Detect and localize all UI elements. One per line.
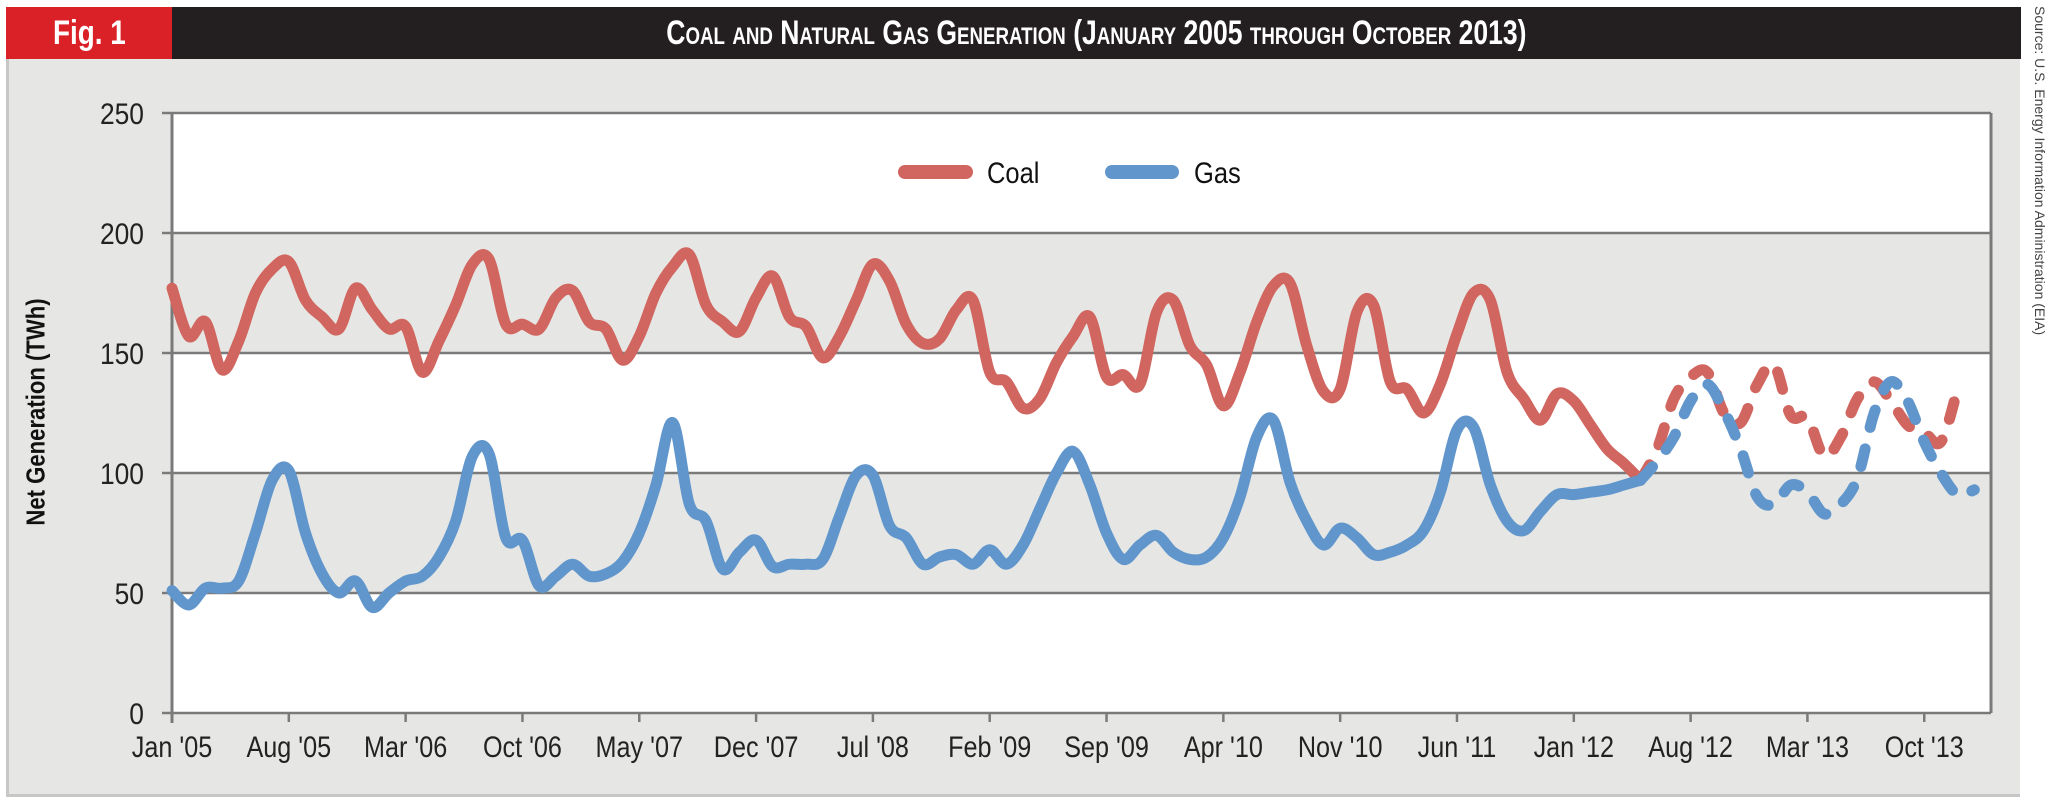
series-lines: [166, 247, 1980, 614]
coal-series-line: [166, 247, 1647, 486]
x-tick-label: Jun '11: [1418, 730, 1497, 764]
x-tick-label: Mar '13: [1766, 730, 1849, 764]
y-tick-label: 100: [100, 456, 144, 490]
x-tick-label: Jan '12: [1534, 730, 1614, 764]
legend: Coal Gas: [898, 156, 1241, 189]
x-tick-label: Apr '10: [1184, 730, 1263, 764]
plot-bands: [172, 113, 1991, 713]
y-tick-labels: 0 50 100 150 200 250: [100, 96, 144, 730]
gas-series-line: [166, 412, 1647, 614]
y-tick-label: 150: [100, 336, 144, 370]
plot-band: [172, 113, 1991, 233]
axes: [170, 113, 1993, 723]
x-tick-label: Oct '06: [483, 730, 562, 764]
x-tick-label: Sep '09: [1064, 730, 1149, 764]
figure-label-text: Fig. 1: [52, 14, 126, 52]
x-tick-label: May '07: [596, 730, 683, 764]
figure-label: Fig. 1: [6, 7, 172, 59]
x-tick-label: Dec '07: [714, 730, 799, 764]
x-tick-label: Aug '05: [246, 730, 331, 764]
chart-title: Coal and Natural Gas Generation (January…: [666, 14, 1527, 52]
plot-band: [172, 473, 1991, 593]
x-tick-label: Aug '12: [1648, 730, 1733, 764]
x-tick-label: Feb '09: [948, 730, 1031, 764]
x-tick-label: Jan '05: [132, 730, 212, 764]
x-tick-labels: Jan '05 Aug '05 Mar '06 Oct '06 May '07 Dec '…: [132, 730, 1964, 764]
y-tick-label: 250: [100, 96, 144, 130]
x-tick-label: Jul '08: [837, 730, 909, 764]
legend-coal-label: Coal: [987, 156, 1039, 189]
x-tick-label: Nov '10: [1298, 730, 1383, 764]
y-tick-label: 50: [115, 576, 144, 610]
y-tick-label: 200: [100, 216, 144, 250]
x-tick-label: Mar '06: [364, 730, 447, 764]
plot-band: [172, 593, 1991, 713]
y-axis-label: Net Generation (TWh): [21, 278, 52, 545]
chart-title-bar: Coal and Natural Gas Generation (January…: [172, 7, 2021, 59]
x-tick-label: Oct '13: [1885, 730, 1964, 764]
coal-projected-series-line: [1635, 358, 1964, 486]
y-tick-label: 0: [129, 696, 144, 730]
y-axis-label-text: Net Generation (TWh): [20, 298, 51, 526]
legend-gas-label: Gas: [1194, 156, 1241, 189]
